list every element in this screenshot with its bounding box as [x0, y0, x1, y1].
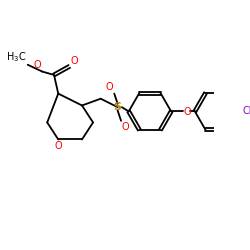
Text: Cl: Cl [242, 106, 250, 117]
Text: O: O [122, 122, 130, 132]
Text: O: O [54, 141, 62, 151]
Text: H$_3$C: H$_3$C [6, 50, 26, 64]
Text: O: O [34, 60, 41, 70]
Text: O: O [70, 56, 78, 66]
Text: S: S [114, 102, 122, 112]
Text: O: O [106, 82, 114, 92]
Text: O: O [184, 107, 192, 117]
